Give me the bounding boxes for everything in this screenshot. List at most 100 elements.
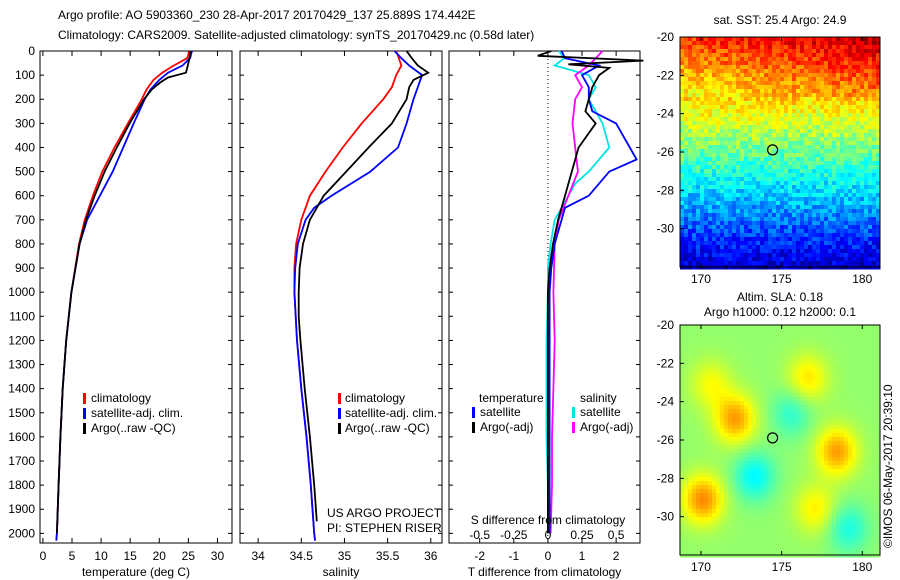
map-cell: [736, 113, 741, 118]
map-cell: [748, 125, 753, 130]
legend-swatch: [572, 422, 575, 433]
map-cell: [780, 221, 785, 226]
map-cell: [780, 529, 785, 534]
map-cell: [724, 469, 729, 474]
map-cell: [728, 49, 733, 54]
map-cell: [740, 249, 745, 254]
map-cell: [704, 433, 709, 438]
map-cell: [740, 501, 745, 506]
map-cell: [716, 513, 721, 518]
map-cell: [784, 449, 789, 454]
map-cell: [836, 113, 841, 118]
map-cell: [776, 237, 781, 242]
map-cell: [748, 221, 753, 226]
map-cell: [856, 37, 861, 42]
map-cell: [848, 61, 853, 66]
map-cell: [856, 205, 861, 210]
map-cell: [804, 165, 809, 170]
map-cell: [852, 41, 857, 46]
map-cell: [760, 73, 765, 78]
map-cell: [860, 145, 865, 150]
y-tick-label: 500: [15, 165, 35, 179]
map-cell: [804, 77, 809, 82]
x-axis-label: salinity: [323, 565, 360, 579]
map-cell: [780, 413, 785, 418]
map-cell: [728, 213, 733, 218]
map-cell: [728, 85, 733, 90]
map-cell: [716, 201, 721, 206]
map-cell: [732, 129, 737, 134]
map-cell: [788, 93, 793, 98]
map-cell: [684, 185, 689, 190]
map-cell: [756, 405, 761, 410]
map-cell: [768, 353, 773, 358]
map-cell: [796, 385, 801, 390]
map-cell: [680, 245, 685, 250]
map-cell: [736, 85, 741, 90]
map-cell: [736, 365, 741, 370]
map-cell: [752, 513, 757, 518]
map-cell: [768, 85, 773, 90]
map-cell: [700, 89, 705, 94]
map-cell: [716, 153, 721, 158]
map-cell: [824, 61, 829, 66]
map-cell: [824, 245, 829, 250]
map-cell: [680, 381, 685, 386]
map-cell: [744, 89, 749, 94]
map-cell: [744, 77, 749, 82]
map-cell: [804, 241, 809, 246]
map-cell: [700, 405, 705, 410]
map-cell: [844, 53, 849, 58]
map-cell: [748, 65, 753, 70]
map-cell: [772, 389, 777, 394]
map-cell: [828, 109, 833, 114]
map-cell: [776, 337, 781, 342]
map-cell: [696, 361, 701, 366]
map-cell: [728, 233, 733, 238]
map-cell: [800, 401, 805, 406]
map-cell: [868, 217, 873, 222]
map-cell: [788, 189, 793, 194]
map-cell: [708, 249, 713, 254]
map-cell: [768, 37, 773, 42]
map-cell: [848, 53, 853, 58]
map-cell: [712, 245, 717, 250]
map-cell: [744, 349, 749, 354]
map-cell: [804, 141, 809, 146]
map-cell: [804, 45, 809, 50]
map-cell: [836, 185, 841, 190]
map-cell: [700, 61, 705, 66]
map-cell: [772, 249, 777, 254]
map-cell: [800, 397, 805, 402]
map-cell: [796, 209, 801, 214]
map-cell: [792, 101, 797, 106]
x-tick-label: -2: [474, 549, 485, 563]
map-cell: [832, 61, 837, 66]
map-cell: [728, 241, 733, 246]
map-cell: [828, 217, 833, 222]
map-cell: [860, 105, 865, 110]
map-cell: [848, 237, 853, 242]
map-cell: [804, 237, 809, 242]
map-cell: [736, 233, 741, 238]
map-cell: [760, 337, 765, 342]
map-cell: [824, 173, 829, 178]
map-cell: [820, 169, 825, 174]
map-cell: [712, 41, 717, 46]
map-cell: [816, 141, 821, 146]
map-cell: [856, 93, 861, 98]
map-cell: [868, 121, 873, 126]
map-cell: [784, 369, 789, 374]
map-cell: [748, 509, 753, 514]
map-cell: [684, 61, 689, 66]
map-cell: [748, 485, 753, 490]
map-cell: [820, 249, 825, 254]
map-cell: [704, 221, 709, 226]
map-cell: [812, 237, 817, 242]
map-cell: [828, 177, 833, 182]
map-cell: [740, 169, 745, 174]
map-cell: [704, 405, 709, 410]
map-cell: [788, 61, 793, 66]
map-cell: [776, 181, 781, 186]
map-cell: [760, 393, 765, 398]
